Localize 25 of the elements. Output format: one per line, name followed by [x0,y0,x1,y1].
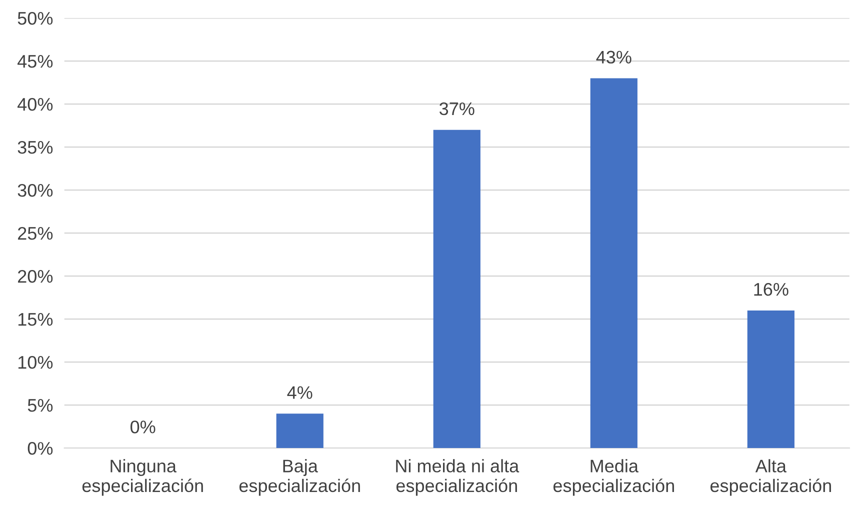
data-label: 37% [440,102,474,116]
y-tick-label: 15% [18,313,53,326]
y-tick-label: 10% [18,356,53,369]
data-label: 4% [287,386,312,399]
x-tick-label: Media especialización [553,459,674,496]
bar [276,414,324,448]
y-tick-label: 0% [28,442,53,455]
y-tick-label: 20% [18,270,53,283]
data-label: 16% [754,282,788,296]
bar [433,130,480,448]
y-tick-label: 25% [18,226,53,240]
x-tick-label: Alta especialización [710,459,831,496]
y-tick-label: 45% [18,55,53,68]
bar [747,310,794,448]
y-tick-label: 50% [18,12,53,25]
x-tick-label: Baja especialización [239,459,360,496]
y-tick-label: 30% [18,184,53,197]
x-tick-label: Ni meida ni alta especialización [396,459,520,496]
y-tick-label: 40% [18,98,53,111]
bar [590,78,638,448]
y-tick-label: 5% [28,399,53,412]
data-label: 43% [596,50,632,64]
y-tick-label: 35% [18,140,53,154]
data-label: 0% [130,420,156,434]
x-tick-label: Ninguna especialización [82,459,203,496]
